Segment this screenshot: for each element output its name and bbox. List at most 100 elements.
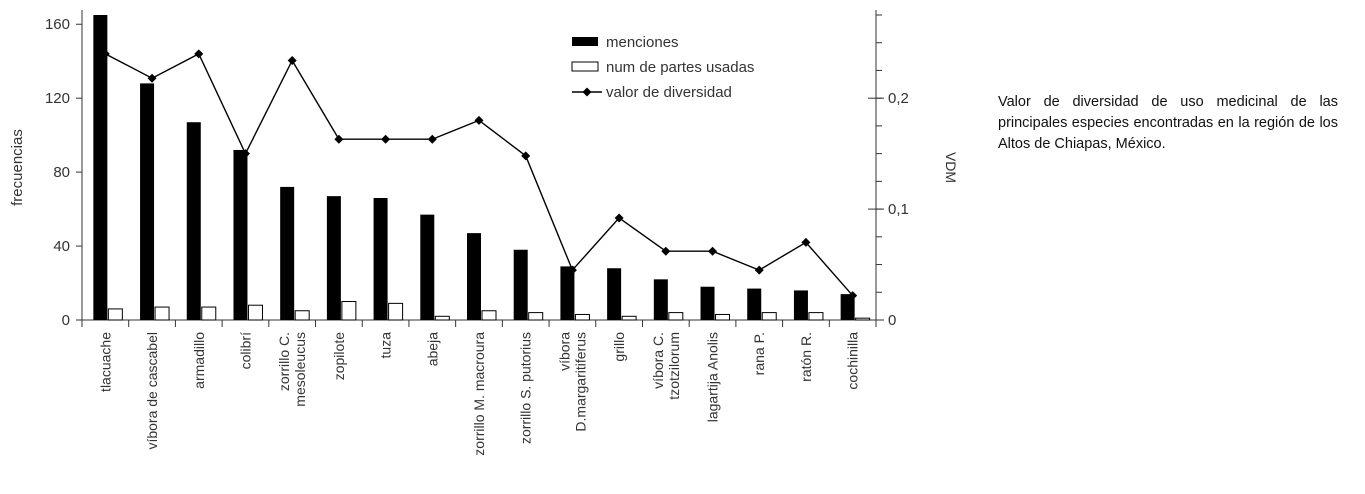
bar-partes-usadas bbox=[855, 317, 871, 321]
bar-partes-usadas bbox=[715, 313, 731, 321]
x-tick-label-group: ratón R. bbox=[798, 332, 814, 382]
bar-menciones bbox=[467, 233, 481, 320]
marker-valor-diversidad bbox=[427, 134, 437, 144]
y-tick-label-left: 120 bbox=[45, 90, 70, 107]
x-tick-label: lagartija Anolis bbox=[705, 332, 721, 422]
y-tick-label-left: 0 bbox=[62, 312, 70, 329]
marker-valor-diversidad bbox=[194, 49, 204, 59]
marker-valor-diversidad bbox=[474, 115, 484, 125]
y-axis-label-right: VDM bbox=[943, 152, 959, 183]
marker-valor-diversidad bbox=[334, 134, 344, 144]
bar-partes-usadas bbox=[528, 312, 544, 321]
x-tick-label: ratón R. bbox=[798, 332, 814, 382]
bar-partes-usadas bbox=[668, 312, 684, 321]
marker-valor-diversidad bbox=[147, 73, 157, 83]
x-tick-label-group: armadillo bbox=[191, 332, 207, 389]
legend-swatch-partes-usadas bbox=[571, 61, 599, 72]
bar-menciones bbox=[700, 286, 715, 320]
bar-menciones bbox=[280, 186, 295, 320]
marker-valor-diversidad bbox=[240, 149, 250, 159]
bar-partes-usadas bbox=[294, 310, 310, 321]
bar-partes-usadas bbox=[201, 306, 217, 321]
x-tick-label: tlacuache bbox=[97, 332, 113, 392]
figure-caption: Valor de diversidad de uso medicinal de … bbox=[998, 94, 1338, 152]
legend: menciones num de partes usadas valor de di… bbox=[571, 34, 754, 101]
x-tick-label: víbora C. bbox=[650, 332, 666, 389]
bar-partes-usadas bbox=[434, 315, 450, 321]
bar-partes-usadas bbox=[621, 315, 637, 321]
bar-partes-usadas bbox=[107, 308, 123, 321]
x-tick-label: tuza bbox=[378, 332, 394, 359]
legend-label-menciones: menciones bbox=[606, 34, 679, 51]
marker-valor-diversidad bbox=[521, 151, 531, 161]
bar-menciones bbox=[513, 249, 528, 320]
x-tick-label: colibrí bbox=[237, 332, 253, 369]
bar-menciones bbox=[373, 198, 388, 320]
y-tick-label-left: 80 bbox=[53, 164, 70, 181]
x-tick-label-group: grillo bbox=[611, 332, 627, 362]
x-tick-label: mesoleucus bbox=[292, 332, 308, 407]
x-tick-label-group: zopilote bbox=[331, 332, 347, 380]
marker-valor-diversidad bbox=[661, 246, 671, 256]
y-tick-label-right: 0,2 bbox=[888, 90, 909, 107]
marker-valor-diversidad bbox=[801, 237, 811, 247]
bar-menciones bbox=[653, 279, 668, 320]
bar-menciones bbox=[747, 288, 762, 320]
x-tick-label-group: tuza bbox=[378, 332, 394, 359]
bar-menciones bbox=[420, 214, 435, 320]
x-tick-label-group: abeja bbox=[424, 332, 440, 366]
marker-valor-diversidad bbox=[848, 291, 858, 301]
marker-valor-diversidad bbox=[100, 49, 110, 59]
x-tick-label: armadillo bbox=[191, 332, 207, 389]
bar-menciones bbox=[607, 268, 622, 320]
x-tick-label: D.margaritiferus bbox=[572, 332, 588, 432]
x-tick-label-group: lagartija Anolis bbox=[705, 332, 721, 422]
x-tick-label: víbora de cascabel bbox=[144, 332, 160, 450]
x-tick-label: víbora bbox=[556, 332, 572, 371]
bar-partes-usadas bbox=[247, 304, 263, 321]
bar-menciones bbox=[140, 83, 155, 320]
legend-label-partes-usadas: num de partes usadas bbox=[606, 59, 754, 76]
x-tick-label-group: zorrillo S. putorius bbox=[518, 332, 534, 444]
bar-menciones bbox=[93, 15, 108, 320]
y-tick-label-left: 40 bbox=[53, 238, 70, 255]
marker-valor-diversidad bbox=[567, 265, 577, 275]
legend-swatch-menciones bbox=[572, 37, 598, 46]
x-tick-label-group: víbora de cascabel bbox=[144, 332, 160, 450]
x-tick-label-group: víbora C. tzotzilorum bbox=[650, 332, 682, 400]
y-axis-label-left: frecuencias bbox=[9, 129, 26, 206]
x-tick-label: rana P. bbox=[751, 332, 767, 375]
legend-swatch-marker bbox=[582, 87, 592, 97]
y-tick-label-right: 0 bbox=[888, 312, 896, 329]
x-tick-label-group: zorrillo C. mesoleucus bbox=[276, 332, 308, 407]
x-tick-label-group: zorrillo M. macroura bbox=[471, 332, 487, 456]
x-tick-label-group: rana P. bbox=[751, 332, 767, 375]
x-tick-label: grillo bbox=[611, 332, 627, 362]
bar-menciones bbox=[560, 266, 575, 320]
x-tick-label: cochinilla bbox=[845, 332, 861, 390]
x-tick-label: zopilote bbox=[331, 332, 347, 380]
bar-menciones bbox=[233, 149, 248, 320]
chart: 0 40 80 120 160 frecuencias 0 0,1 0,2 VDM tlacuach… bbox=[9, 10, 959, 456]
x-tick-label: zorrillo C. bbox=[276, 332, 292, 391]
x-tick-label-group: colibrí bbox=[237, 332, 253, 369]
bar-partes-usadas bbox=[481, 310, 497, 321]
marker-valor-diversidad bbox=[708, 246, 718, 256]
x-tick-label-group: víbora D.margaritiferus bbox=[556, 332, 588, 432]
x-tick-label-group: tlacuache bbox=[97, 332, 113, 392]
marker-valor-diversidad bbox=[381, 134, 391, 144]
marker-valor-diversidad bbox=[614, 213, 624, 223]
bar-menciones bbox=[793, 290, 808, 320]
marker-valor-diversidad bbox=[287, 55, 297, 65]
bar-menciones bbox=[186, 122, 201, 320]
y-tick-label-left: 160 bbox=[45, 16, 70, 33]
bar-partes-usadas bbox=[761, 312, 777, 321]
bar-partes-usadas bbox=[388, 302, 404, 321]
bar-partes-usadas bbox=[341, 301, 357, 321]
bar-menciones bbox=[326, 196, 341, 320]
bar-partes-usadas bbox=[154, 306, 170, 321]
x-tick-label: tzotzilorum bbox=[666, 332, 682, 400]
bar-partes-usadas bbox=[574, 313, 590, 321]
x-tick-label: zorrillo S. putorius bbox=[518, 332, 534, 444]
bar-menciones bbox=[840, 294, 855, 320]
